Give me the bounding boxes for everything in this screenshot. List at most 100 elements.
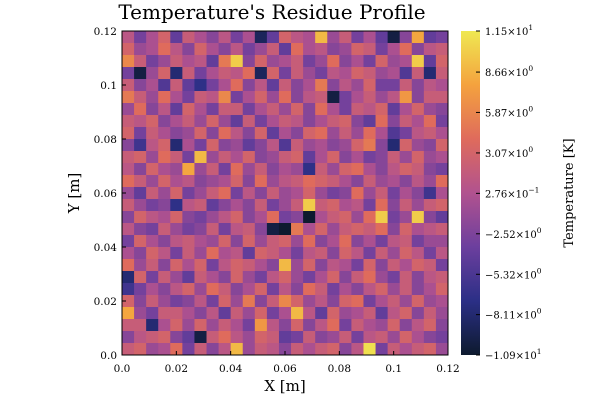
heatmap-cell (254, 307, 268, 320)
heatmap-cell (375, 343, 389, 356)
heatmap-cell (303, 259, 316, 272)
heatmap-cell (411, 259, 425, 272)
heatmap-cell (254, 43, 268, 56)
heatmap-cell (266, 79, 280, 92)
heatmap-cell (291, 307, 304, 320)
heatmap-cell (339, 187, 352, 200)
heatmap-cell (170, 55, 183, 68)
heatmap-cell (423, 343, 437, 356)
heatmap-cell (315, 67, 328, 80)
heatmap-cell (435, 223, 449, 236)
heatmap-cell (399, 43, 413, 56)
heatmap-cell (315, 211, 328, 224)
heatmap-cell (363, 343, 376, 356)
heatmap-cell (399, 115, 413, 128)
heatmap-cell (303, 211, 316, 224)
heatmap-cell (230, 307, 244, 320)
heatmap-cell (291, 79, 304, 92)
heatmap-cell (399, 271, 413, 284)
heatmap-cell (218, 283, 232, 296)
heatmap-cell (266, 55, 280, 68)
heatmap-cell (146, 331, 159, 344)
heatmap-cell (146, 163, 159, 176)
heatmap-cells (122, 31, 449, 356)
heatmap-cell (182, 103, 195, 116)
heatmap-cell (158, 211, 171, 224)
x-tick-label: 0.08 (328, 363, 351, 375)
heatmap-cell (254, 67, 268, 80)
heatmap-cell (230, 343, 244, 356)
heatmap-cell (339, 67, 352, 80)
heatmap-cell (387, 127, 401, 140)
heatmap-cell (399, 163, 413, 176)
heatmap-cell (182, 343, 195, 356)
heatmap-cell (411, 55, 425, 68)
heatmap-cell (303, 175, 316, 188)
heatmap-cell (363, 259, 376, 272)
heatmap-cell (339, 163, 352, 176)
heatmap-cell (339, 295, 352, 308)
heatmap-cell (134, 31, 147, 44)
heatmap-cell (242, 127, 256, 140)
heatmap-cell (242, 151, 256, 164)
heatmap-cell (278, 235, 292, 248)
heatmap-cell (387, 331, 401, 344)
heatmap-cell (435, 211, 449, 224)
heatmap-cell (435, 103, 449, 116)
heatmap-cell (411, 307, 425, 320)
heatmap-cell (194, 79, 207, 92)
heatmap-cell (351, 283, 364, 296)
heatmap-cell (254, 283, 268, 296)
heatmap-cell (315, 55, 328, 68)
heatmap-cell (182, 259, 195, 272)
heatmap-cell (351, 247, 364, 260)
heatmap-cell (146, 139, 159, 152)
heatmap-cell (230, 127, 244, 140)
heatmap-cell (254, 103, 268, 116)
heatmap-cell (339, 235, 352, 248)
heatmap-cell (351, 67, 364, 80)
heatmap-cell (158, 247, 171, 260)
heatmap-cell (387, 91, 401, 104)
heatmap-cell (387, 139, 401, 152)
heatmap-cell (339, 151, 352, 164)
heatmap-cell (411, 187, 425, 200)
y-tick-label: 0.06 (94, 188, 118, 200)
heatmap-cell (194, 67, 207, 80)
heatmap-cell (363, 151, 376, 164)
heatmap-cell (387, 163, 401, 176)
heatmap-cell (170, 307, 183, 320)
heatmap-cell (158, 43, 171, 56)
heatmap-cell (242, 79, 256, 92)
heatmap-cell (387, 103, 401, 116)
heatmap-cell (363, 175, 376, 188)
heatmap-cell (242, 175, 256, 188)
heatmap-cell (266, 247, 280, 260)
heatmap-cell (158, 31, 171, 44)
heatmap-cell (194, 175, 207, 188)
heatmap-cell (158, 259, 171, 272)
heatmap-cell (182, 235, 195, 248)
heatmap-cell (206, 271, 219, 284)
colorbar-tick-label: 8.66×100 (485, 64, 533, 79)
heatmap-cell (170, 163, 183, 176)
heatmap-cell (194, 271, 207, 284)
heatmap-cell (339, 91, 352, 104)
heatmap-cell (411, 91, 425, 104)
heatmap-cell (363, 187, 376, 200)
heatmap-cell (206, 343, 219, 356)
heatmap-cell (146, 55, 159, 68)
heatmap-cell (134, 343, 147, 356)
heatmap-cell (387, 31, 401, 44)
heatmap-cell (170, 139, 183, 152)
heatmap-cell (351, 343, 364, 356)
heatmap-cell (351, 319, 364, 332)
heatmap-cell (423, 259, 437, 272)
heatmap-cell (146, 211, 159, 224)
heatmap-cell (411, 175, 425, 188)
colorbar-tick-label: −2.52×100 (485, 226, 542, 241)
heatmap-cell (230, 271, 244, 284)
x-tick-label: 0.0 (114, 363, 131, 375)
heatmap-cell (266, 175, 280, 188)
heatmap-cell (375, 103, 389, 116)
